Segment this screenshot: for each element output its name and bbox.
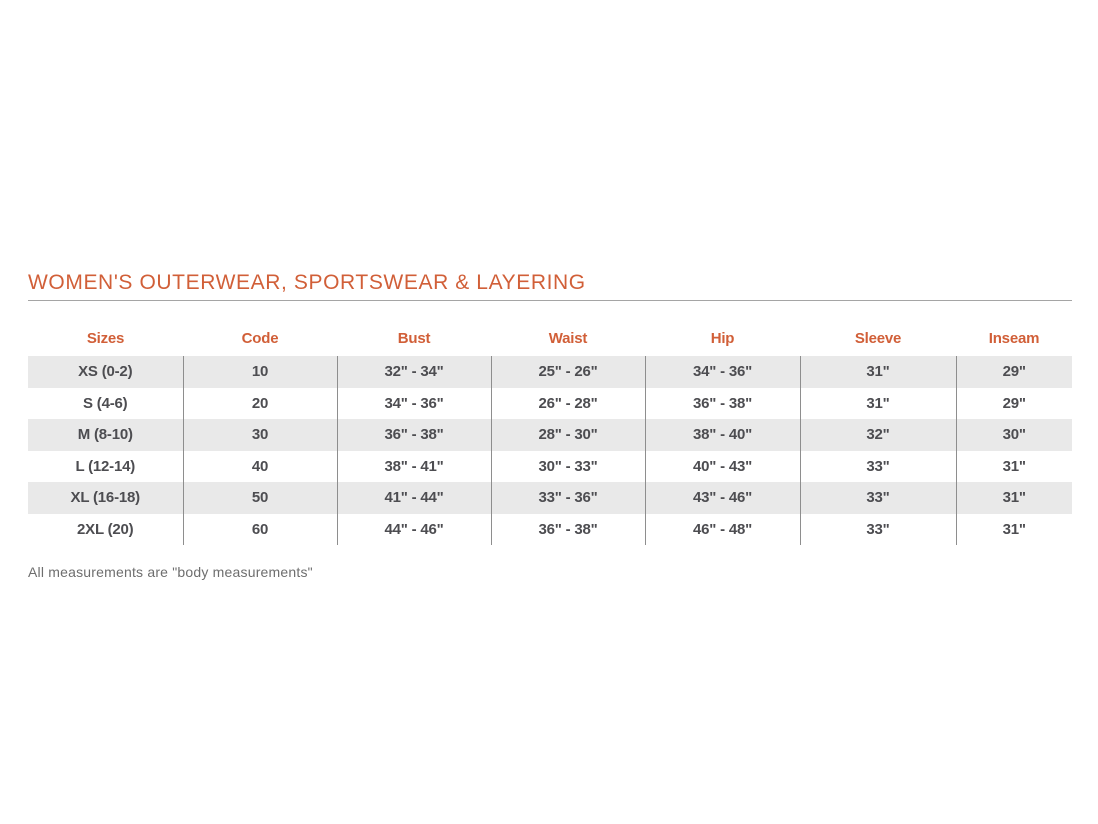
col-header-sleeve: Sleeve	[854, 330, 902, 347]
cell-code: 30	[182, 419, 337, 451]
cell-inseam: 31"	[955, 513, 1072, 545]
cell-waist: 25" - 26"	[490, 356, 645, 388]
cell-sleeve: 32"	[799, 419, 956, 451]
cell-waist: 30" - 33"	[490, 450, 645, 482]
cell-hip: 34" - 36"	[644, 356, 800, 388]
page-title: WOMEN'S OUTERWEAR, SPORTSWEAR & LAYERING	[28, 272, 1072, 301]
cell-bust: 36" - 38"	[336, 419, 491, 451]
cell-inseam: 30"	[955, 419, 1072, 451]
cell-sleeve: 33"	[799, 450, 956, 482]
cell-code: 40	[182, 450, 337, 482]
cell-sizes: S (4-6)	[83, 394, 128, 412]
cell-code: 10	[182, 356, 337, 388]
cell-hip: 46" - 48"	[644, 513, 800, 545]
cell-bust: 41" - 44"	[336, 482, 491, 514]
cell-code: 20	[182, 387, 337, 419]
cell-code: 50	[182, 482, 337, 514]
table-row-l: L (12-14) 40 38" - 41" 30" - 33" 40" - 4…	[28, 450, 1072, 482]
cell-sleeve: 31"	[799, 387, 956, 419]
col-header-hip: Hip	[710, 330, 735, 347]
size-chart-table: Sizes Code Bust Waist Hip Sleeve Inseam …	[28, 330, 1072, 545]
cell-sizes: L (12-14)	[75, 457, 136, 475]
col-header-waist: Waist	[548, 330, 588, 347]
cell-bust: 34" - 36"	[336, 387, 491, 419]
cell-sizes: M (8-10)	[77, 426, 133, 444]
cell-hip: 36" - 38"	[644, 387, 800, 419]
table-row-2xl: 2XL (20) 60 44" - 46" 36" - 38" 46" - 48…	[28, 513, 1072, 545]
cell-inseam: 31"	[955, 482, 1072, 514]
col-header-code: Code	[241, 330, 279, 347]
cell-sleeve: 33"	[799, 482, 956, 514]
cell-sleeve: 31"	[799, 356, 956, 388]
table-header-row: Sizes Code Bust Waist Hip Sleeve Inseam	[28, 330, 1072, 356]
cell-sleeve: 33"	[799, 513, 956, 545]
cell-code: 60	[182, 513, 337, 545]
cell-sizes: XL (16-18)	[70, 489, 141, 507]
cell-waist: 36" - 38"	[490, 513, 645, 545]
cell-waist: 28" - 30"	[490, 419, 645, 451]
cell-bust: 38" - 41"	[336, 450, 491, 482]
cell-inseam: 29"	[955, 387, 1072, 419]
cell-sizes: XS (0-2)	[78, 363, 133, 381]
col-header-sizes: Sizes	[86, 330, 125, 347]
measurement-footnote: All measurements are "body measurements"	[28, 564, 313, 580]
size-chart-section: WOMEN'S OUTERWEAR, SPORTSWEAR & LAYERING…	[28, 272, 1072, 580]
cell-inseam: 29"	[955, 356, 1072, 388]
col-header-bust: Bust	[397, 330, 431, 347]
col-header-inseam: Inseam	[988, 330, 1040, 347]
cell-inseam: 31"	[955, 450, 1072, 482]
cell-bust: 44" - 46"	[336, 513, 491, 545]
table-row-xl: XL (16-18) 50 41" - 44" 33" - 36" 43" - …	[28, 482, 1072, 514]
cell-hip: 38" - 40"	[644, 419, 800, 451]
cell-bust: 32" - 34"	[336, 356, 491, 388]
cell-waist: 26" - 28"	[490, 387, 645, 419]
table-row-m: M (8-10) 30 36" - 38" 28" - 30" 38" - 40…	[28, 419, 1072, 451]
cell-hip: 40" - 43"	[644, 450, 800, 482]
table-row-s: S (4-6) 20 34" - 36" 26" - 28" 36" - 38"…	[28, 387, 1072, 419]
cell-sizes: 2XL (20)	[77, 520, 134, 538]
table-row-xs: XS (0-2) 10 32" - 34" 25" - 26" 34" - 36…	[28, 356, 1072, 388]
cell-hip: 43" - 46"	[644, 482, 800, 514]
cell-waist: 33" - 36"	[490, 482, 645, 514]
